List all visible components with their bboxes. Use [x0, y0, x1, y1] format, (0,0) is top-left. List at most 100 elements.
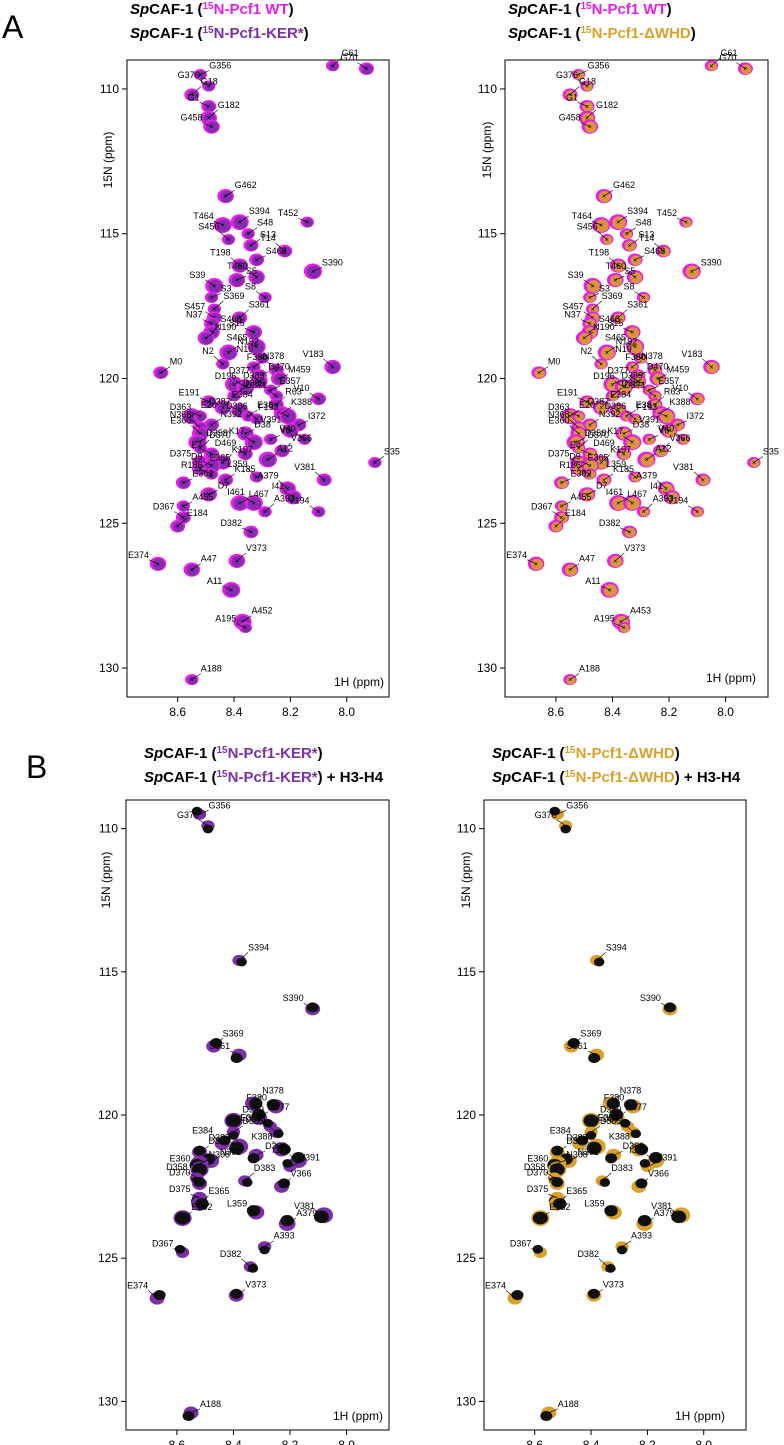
peak-center-mark: ×: [667, 428, 671, 435]
peak-center-mark: ×: [588, 472, 592, 479]
peak-center-mark: ×: [224, 194, 228, 201]
peak-leader-line: [270, 385, 280, 391]
peak-leader-line: [555, 517, 566, 527]
peak-label: M459: [667, 365, 690, 375]
peak-center-mark: ×: [221, 223, 225, 230]
peak-leader-line: [587, 1142, 597, 1147]
peak-label: D370: [588, 430, 610, 440]
peak-label: G356: [566, 800, 588, 810]
peak-series-2: [671, 1210, 687, 1224]
peak-leader-line: [147, 1290, 158, 1299]
peak-leader-line: [182, 1211, 192, 1219]
peak-label: A379: [654, 1208, 675, 1218]
peak-series-2: [210, 1038, 223, 1049]
peak-label: S5: [624, 266, 635, 276]
axis-ticks: 8.6 8.4 8.2 8.0 110 115 120 125 130: [98, 822, 355, 1445]
peak-series-2: [707, 61, 717, 71]
peak-series-2: [636, 354, 647, 364]
peak-label: K185: [235, 464, 256, 474]
x-tick-label: 8.6: [526, 1438, 543, 1445]
peak-leader-line: [614, 380, 624, 388]
peak-leader-line: [214, 300, 224, 310]
peak-label: F380: [246, 1092, 267, 1102]
peak-center-mark: ×: [257, 379, 261, 386]
peak-label: S390: [701, 257, 722, 267]
peak-leader-line: [645, 361, 656, 371]
y-tick-label: 120: [477, 372, 497, 386]
peak-label: V391: [656, 1153, 677, 1163]
peak-label: V40: [658, 423, 674, 433]
peak-label: D386: [265, 1141, 287, 1151]
peak-leader-line: [649, 435, 659, 440]
peak-label: L467: [627, 489, 647, 499]
peak-leader-line: [693, 471, 704, 481]
peak-label: E20: [201, 400, 217, 410]
peak-leader-line: [199, 810, 209, 815]
peak-center-mark: ×: [255, 257, 259, 264]
peak-leader-line: [587, 1050, 597, 1056]
peak-series-2: [608, 392, 618, 401]
peak-leader-line: [660, 1002, 671, 1010]
peak-leader-line: [569, 563, 580, 570]
peak-leader-line: [236, 380, 246, 388]
peak-label: L467: [249, 489, 269, 499]
peak-label: N378: [262, 1086, 284, 1096]
peak-leader-line: [233, 380, 244, 385]
peak-label: S13: [260, 229, 276, 239]
peak-series-2: [585, 1130, 597, 1140]
peak-center-mark: ×: [238, 501, 242, 508]
peak-center-mark: ×: [588, 451, 592, 458]
peak-label: D363: [170, 402, 192, 412]
peak-label: D196: [215, 371, 237, 381]
peak-label: S465: [605, 333, 626, 343]
peak-series-2: [585, 470, 596, 480]
peak-leader-line: [577, 397, 588, 402]
peak-label: I372: [308, 411, 326, 421]
peak-series-2: [582, 397, 594, 408]
peak-series-2: [587, 1288, 600, 1299]
y-tick-label: 115: [457, 965, 476, 979]
peak-center-mark: ×: [235, 278, 239, 285]
peak-leader-line: [278, 480, 288, 489]
peak-label: V183: [681, 349, 702, 359]
peak-label: T464: [193, 211, 214, 221]
peak-leader-line: [191, 458, 201, 463]
peak-leader-line: [205, 279, 215, 287]
peak-leader-line: [561, 478, 571, 484]
peak-label: A188: [579, 664, 600, 674]
peak-series-2: [280, 1214, 294, 1227]
peak-label: S35: [763, 446, 779, 456]
y-tick-label: 130: [477, 661, 497, 675]
peak-center-mark: ×: [243, 431, 247, 438]
peak-series-2: [583, 82, 593, 92]
peak-series-2: [595, 219, 609, 232]
peak-label: N378: [263, 351, 285, 361]
peak-leader-line: [677, 420, 687, 426]
peak-label: D385: [621, 378, 643, 388]
peak-series-2: [639, 1158, 651, 1168]
peak-center-mark: ×: [207, 104, 211, 111]
peak-series-2: [239, 381, 253, 395]
peak-leader-line: [177, 517, 187, 527]
peak-leader-line: [281, 442, 292, 452]
peak-center-mark: ×: [252, 330, 256, 337]
peak-leader-line: [623, 496, 633, 504]
peak-label: V373: [603, 1279, 624, 1289]
peak-leader-line: [625, 342, 636, 347]
peak-leader-line: [202, 122, 212, 127]
x-tick-label: 8.0: [717, 705, 734, 719]
peak-series-2: [532, 1244, 544, 1254]
peak-center-mark: ×: [627, 243, 631, 250]
peak-series-2: [281, 410, 296, 424]
peak-leader-line: [608, 406, 619, 411]
peak-label: S361: [567, 1041, 588, 1051]
peak-leader-line: [246, 1208, 257, 1213]
peak-leader-line: [230, 406, 240, 411]
peak-label: E362: [549, 1202, 570, 1212]
peak-center-mark: ×: [608, 587, 612, 594]
peak-leader-line: [625, 468, 636, 478]
peak-series-2: [586, 280, 601, 293]
peak-series-2: [187, 675, 198, 685]
peak-label: G462: [235, 180, 257, 190]
peak-series-2: [371, 458, 381, 468]
